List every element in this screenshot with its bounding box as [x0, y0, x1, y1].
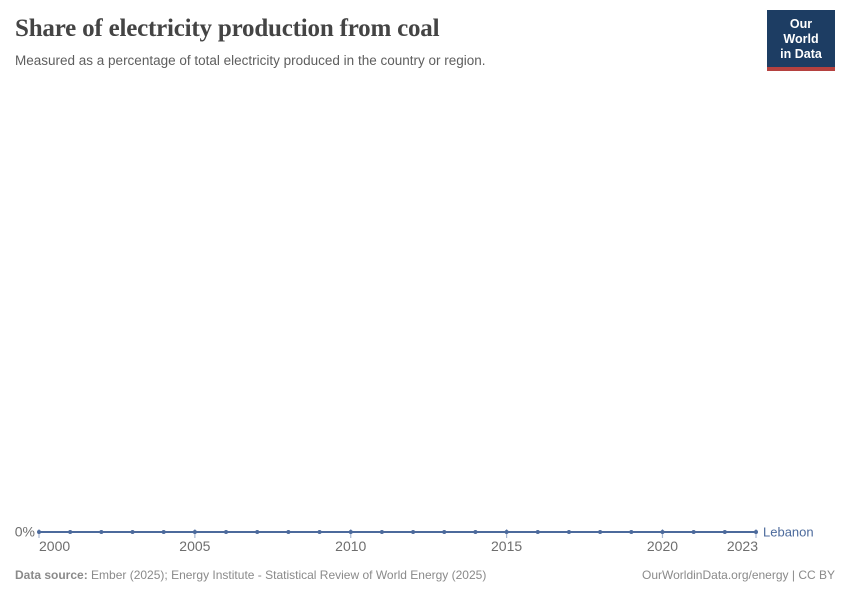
- data-point[interactable]: [660, 530, 665, 534]
- data-point[interactable]: [535, 530, 540, 534]
- page-title: Share of electricity production from coa…: [15, 15, 440, 42]
- data-point[interactable]: [629, 530, 634, 534]
- chart-subtitle: Measured as a percentage of total electr…: [15, 53, 486, 68]
- data-source-label: Data source:: [15, 568, 88, 582]
- data-point[interactable]: [68, 530, 73, 534]
- data-point[interactable]: [286, 530, 291, 534]
- data-point[interactable]: [691, 530, 696, 534]
- data-point[interactable]: [379, 530, 384, 534]
- data-point[interactable]: [317, 530, 322, 534]
- x-axis-label: 2010: [335, 538, 366, 554]
- data-point[interactable]: [192, 530, 197, 534]
- x-axis-label: 2020: [647, 538, 678, 554]
- data-point[interactable]: [598, 530, 603, 534]
- data-point[interactable]: [99, 530, 104, 534]
- chart-header: Share of electricity production from coa…: [15, 10, 835, 71]
- owid-logo-line2: in Data: [780, 47, 822, 61]
- data-point[interactable]: [161, 530, 166, 534]
- entity-label-lebanon[interactable]: Lebanon: [763, 525, 814, 540]
- y-axis-label: 0%: [15, 524, 35, 540]
- credit-link[interactable]: OurWorldinData.org/energy | CC BY: [642, 568, 835, 582]
- data-point[interactable]: [37, 530, 41, 534]
- x-axis-label: 2023: [727, 538, 758, 554]
- owid-logo-line1: Our World: [783, 17, 819, 46]
- chart-footer: Data source: Ember (2025); Energy Instit…: [15, 568, 835, 582]
- line-chart-svg: 0%2000 2005 2010 2015 2020 2023 Lebanon: [15, 524, 814, 555]
- data-point[interactable]: [566, 530, 571, 534]
- data-point[interactable]: [504, 530, 509, 534]
- data-point[interactable]: [722, 530, 727, 534]
- data-point[interactable]: [224, 530, 229, 534]
- x-axis-label: 2015: [491, 538, 522, 554]
- series-lebanon[interactable]: [37, 530, 758, 534]
- data-point[interactable]: [130, 530, 135, 534]
- data-point[interactable]: [473, 530, 478, 534]
- data-point[interactable]: [255, 530, 260, 534]
- data-point[interactable]: [411, 530, 416, 534]
- data-source-text: Ember (2025); Energy Institute - Statist…: [87, 568, 487, 582]
- x-axis-label: 2005: [179, 538, 210, 554]
- data-point[interactable]: [442, 530, 447, 534]
- owid-logo[interactable]: Our World in Data: [767, 10, 835, 71]
- x-axis-label: 2000: [39, 538, 70, 554]
- data-source-note: Data source: Ember (2025); Energy Instit…: [15, 568, 486, 582]
- data-point[interactable]: [348, 530, 353, 534]
- data-point[interactable]: [754, 530, 758, 534]
